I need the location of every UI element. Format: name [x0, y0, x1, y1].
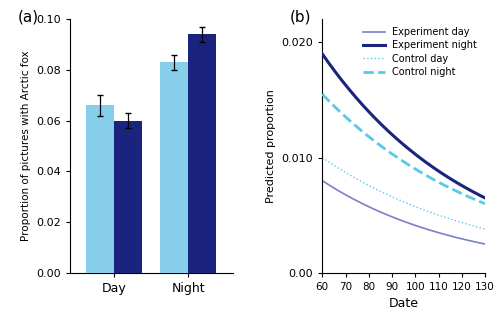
- Y-axis label: Predicted proportion: Predicted proportion: [266, 89, 276, 203]
- Bar: [86, 106, 115, 273]
- Legend: Experiment day, Experiment night, Control day, Control night: Experiment day, Experiment night, Contro…: [360, 24, 480, 80]
- X-axis label: Date: Date: [388, 298, 418, 310]
- Bar: [114, 121, 142, 273]
- Text: (b): (b): [290, 9, 311, 24]
- Bar: [160, 62, 188, 273]
- Text: (a): (a): [18, 9, 39, 24]
- Y-axis label: Proportion of pictures with Arctic fox: Proportion of pictures with Arctic fox: [20, 51, 30, 241]
- Bar: [188, 34, 216, 273]
